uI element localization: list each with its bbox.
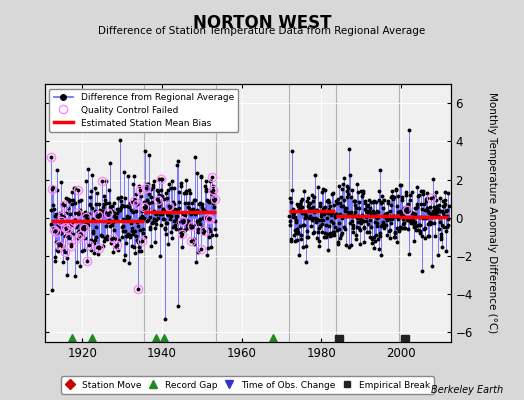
Legend: Station Move, Record Gap, Time of Obs. Change, Empirical Break: Station Move, Record Gap, Time of Obs. C… <box>61 376 434 394</box>
Text: Berkeley Earth: Berkeley Earth <box>431 385 503 395</box>
Text: NORTON WEST: NORTON WEST <box>193 14 331 32</box>
Text: Difference of Station Temperature Data from Regional Average: Difference of Station Temperature Data f… <box>99 26 425 36</box>
Y-axis label: Monthly Temperature Anomaly Difference (°C): Monthly Temperature Anomaly Difference (… <box>487 92 497 334</box>
